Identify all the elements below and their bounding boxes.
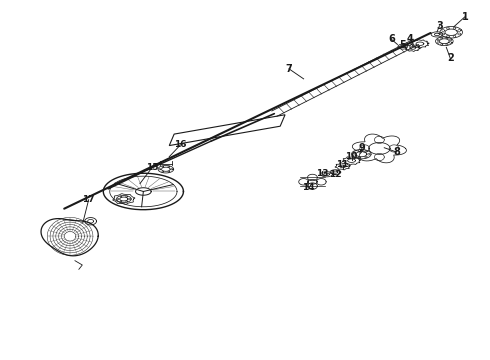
Text: 17: 17	[82, 195, 95, 204]
Text: 13: 13	[316, 169, 328, 178]
Text: 11: 11	[337, 161, 349, 170]
Text: 6: 6	[388, 35, 395, 44]
Text: 8: 8	[393, 147, 400, 157]
Text: 15: 15	[146, 163, 158, 172]
Text: 12: 12	[329, 170, 342, 179]
Text: 3: 3	[436, 21, 443, 31]
Text: 5: 5	[399, 40, 406, 50]
Text: 4: 4	[407, 35, 414, 44]
Text: 7: 7	[286, 64, 293, 74]
Text: 9: 9	[359, 143, 366, 153]
Text: 2: 2	[447, 53, 454, 63]
Text: 14: 14	[302, 183, 315, 192]
Text: 1: 1	[462, 12, 468, 22]
Text: 10: 10	[345, 152, 358, 161]
Text: 16: 16	[174, 140, 187, 149]
